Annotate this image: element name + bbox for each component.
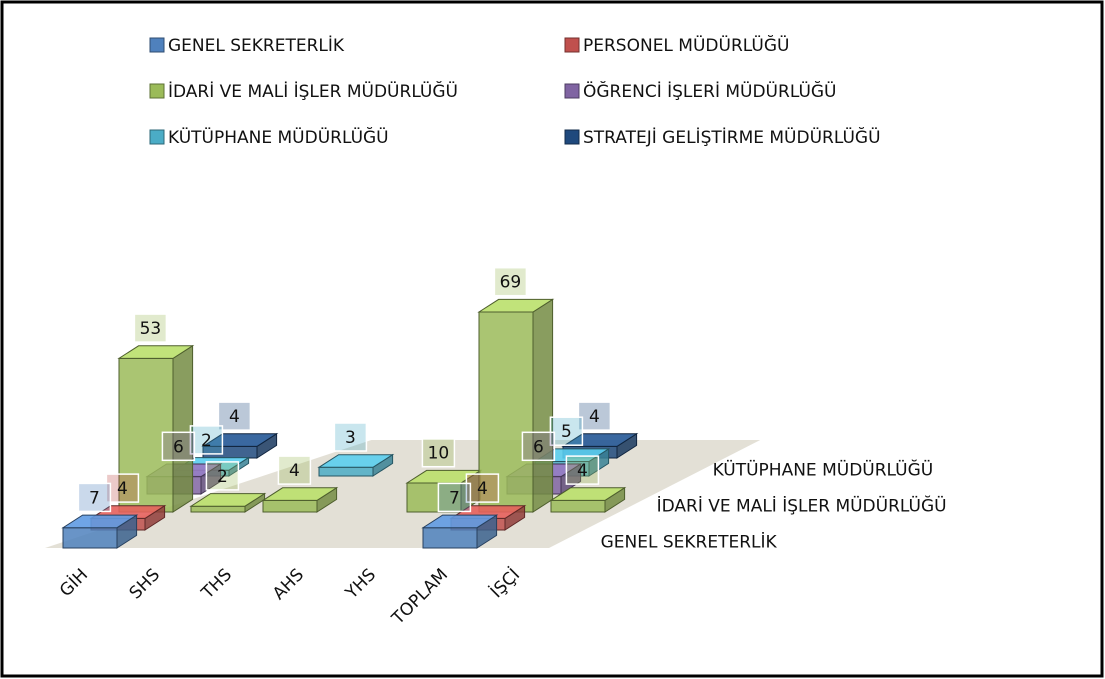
bar-top <box>61 514 139 529</box>
bar <box>549 486 627 513</box>
data-label-box <box>277 455 312 485</box>
data-label-box <box>565 455 600 485</box>
bar-front <box>62 527 118 549</box>
bar <box>61 514 139 549</box>
data-label: 2 <box>217 467 228 487</box>
data-label: 53 <box>140 319 162 339</box>
bar-top <box>549 487 627 501</box>
data-label-box <box>465 473 500 503</box>
data-label: 10 <box>428 444 450 464</box>
bar-front <box>318 466 374 477</box>
data-label-box <box>521 431 556 462</box>
data-label: 69 <box>500 273 522 293</box>
data-label: 4 <box>117 479 128 499</box>
data-label: 6 <box>533 437 544 457</box>
bar-top <box>117 345 195 359</box>
data-label-box <box>133 313 168 343</box>
depth-tick-label: İDARİ VE MALİ İŞLER MÜDÜRLÜĞÜ <box>657 495 947 517</box>
data-label-box <box>333 422 368 452</box>
data-label: 4 <box>229 407 240 427</box>
data-label-box <box>421 437 456 468</box>
legend-label: GENEL SEKRETERLİK <box>168 35 345 56</box>
bar-top <box>421 514 499 529</box>
legend-label: İDARİ VE MALİ İŞLER MÜDÜRLÜĞÜ <box>168 80 458 102</box>
legend-swatch <box>564 37 580 53</box>
data-label: 4 <box>577 461 588 481</box>
data-label-box <box>217 401 252 431</box>
bar-front <box>262 499 318 513</box>
bar-front <box>422 527 478 549</box>
bar-front <box>550 499 606 513</box>
data-label-box <box>189 425 224 455</box>
bar <box>201 432 279 459</box>
bar <box>189 492 267 513</box>
bar <box>477 298 555 513</box>
data-label-box <box>549 416 584 446</box>
legend-swatch <box>149 129 165 145</box>
bar-top <box>317 454 395 468</box>
data-label-box <box>105 473 140 503</box>
bar-top <box>477 298 555 313</box>
legend-label: ÖĞRENCİ İŞLERİ MÜDÜRLÜĞÜ <box>583 80 837 102</box>
legend-swatch <box>564 129 580 145</box>
depth-tick-label: GENEL SEKRETERLİK <box>601 532 778 553</box>
data-label-box <box>437 482 472 513</box>
legend-swatch <box>149 37 165 53</box>
data-label: 6 <box>173 437 184 457</box>
bar-top <box>561 433 639 447</box>
bar-top <box>189 493 267 507</box>
data-label-box <box>493 266 528 297</box>
data-label-box <box>77 482 112 513</box>
data-label: 7 <box>449 488 460 508</box>
legend-label: STRATEJİ GELİŞTİRME MÜDÜRLÜĞÜ <box>583 126 881 148</box>
bar <box>421 514 499 549</box>
data-label: 4 <box>589 407 600 427</box>
data-label: 5 <box>561 422 572 442</box>
depth-tick-label: KÜTÜPHANE MÜDÜRLÜĞÜ <box>713 459 934 481</box>
legend-label: PERSONEL MÜDÜRLÜĞÜ <box>583 34 789 56</box>
bar <box>317 453 395 477</box>
data-label-box <box>577 401 612 431</box>
plot-area <box>61 298 639 549</box>
legend-swatch <box>149 83 165 99</box>
bar-top <box>201 433 279 447</box>
legend-label: KÜTÜPHANE MÜDÜRLÜĞÜ <box>168 126 389 148</box>
legend-swatch <box>564 83 580 99</box>
data-label: 3 <box>345 428 356 448</box>
bar-top <box>261 487 339 501</box>
data-label: 2 <box>201 431 212 451</box>
data-label: 4 <box>289 461 300 481</box>
data-label: 4 <box>477 479 488 499</box>
data-label: 7 <box>89 488 100 508</box>
bar-side <box>532 298 554 513</box>
data-label-box <box>205 461 240 491</box>
bar <box>261 486 339 513</box>
bar-front <box>190 505 246 513</box>
data-label-box <box>161 431 196 462</box>
